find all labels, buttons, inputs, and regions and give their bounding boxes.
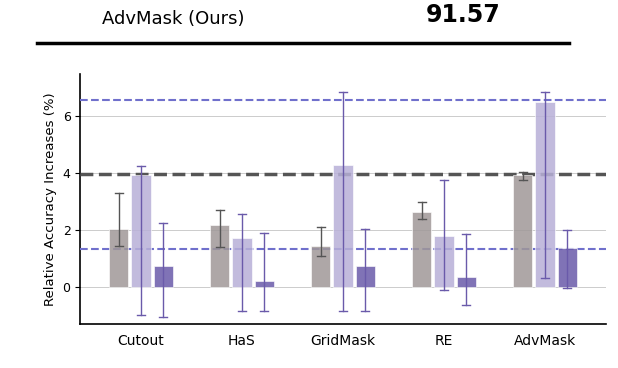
FancyBboxPatch shape	[557, 248, 577, 287]
FancyBboxPatch shape	[154, 266, 173, 287]
FancyBboxPatch shape	[109, 229, 129, 287]
FancyBboxPatch shape	[355, 266, 375, 287]
FancyBboxPatch shape	[333, 165, 353, 287]
FancyBboxPatch shape	[457, 277, 476, 287]
FancyBboxPatch shape	[255, 281, 274, 287]
FancyBboxPatch shape	[434, 236, 454, 287]
FancyBboxPatch shape	[232, 238, 252, 287]
Y-axis label: Relative Accuracy Increases (%): Relative Accuracy Increases (%)	[44, 92, 57, 305]
FancyBboxPatch shape	[513, 176, 532, 287]
FancyBboxPatch shape	[412, 212, 431, 287]
FancyBboxPatch shape	[210, 225, 229, 287]
Text: 91.57: 91.57	[426, 3, 501, 27]
FancyBboxPatch shape	[132, 176, 151, 287]
Text: AdvMask (Ours): AdvMask (Ours)	[102, 10, 244, 28]
FancyBboxPatch shape	[311, 246, 331, 287]
FancyBboxPatch shape	[535, 102, 554, 287]
